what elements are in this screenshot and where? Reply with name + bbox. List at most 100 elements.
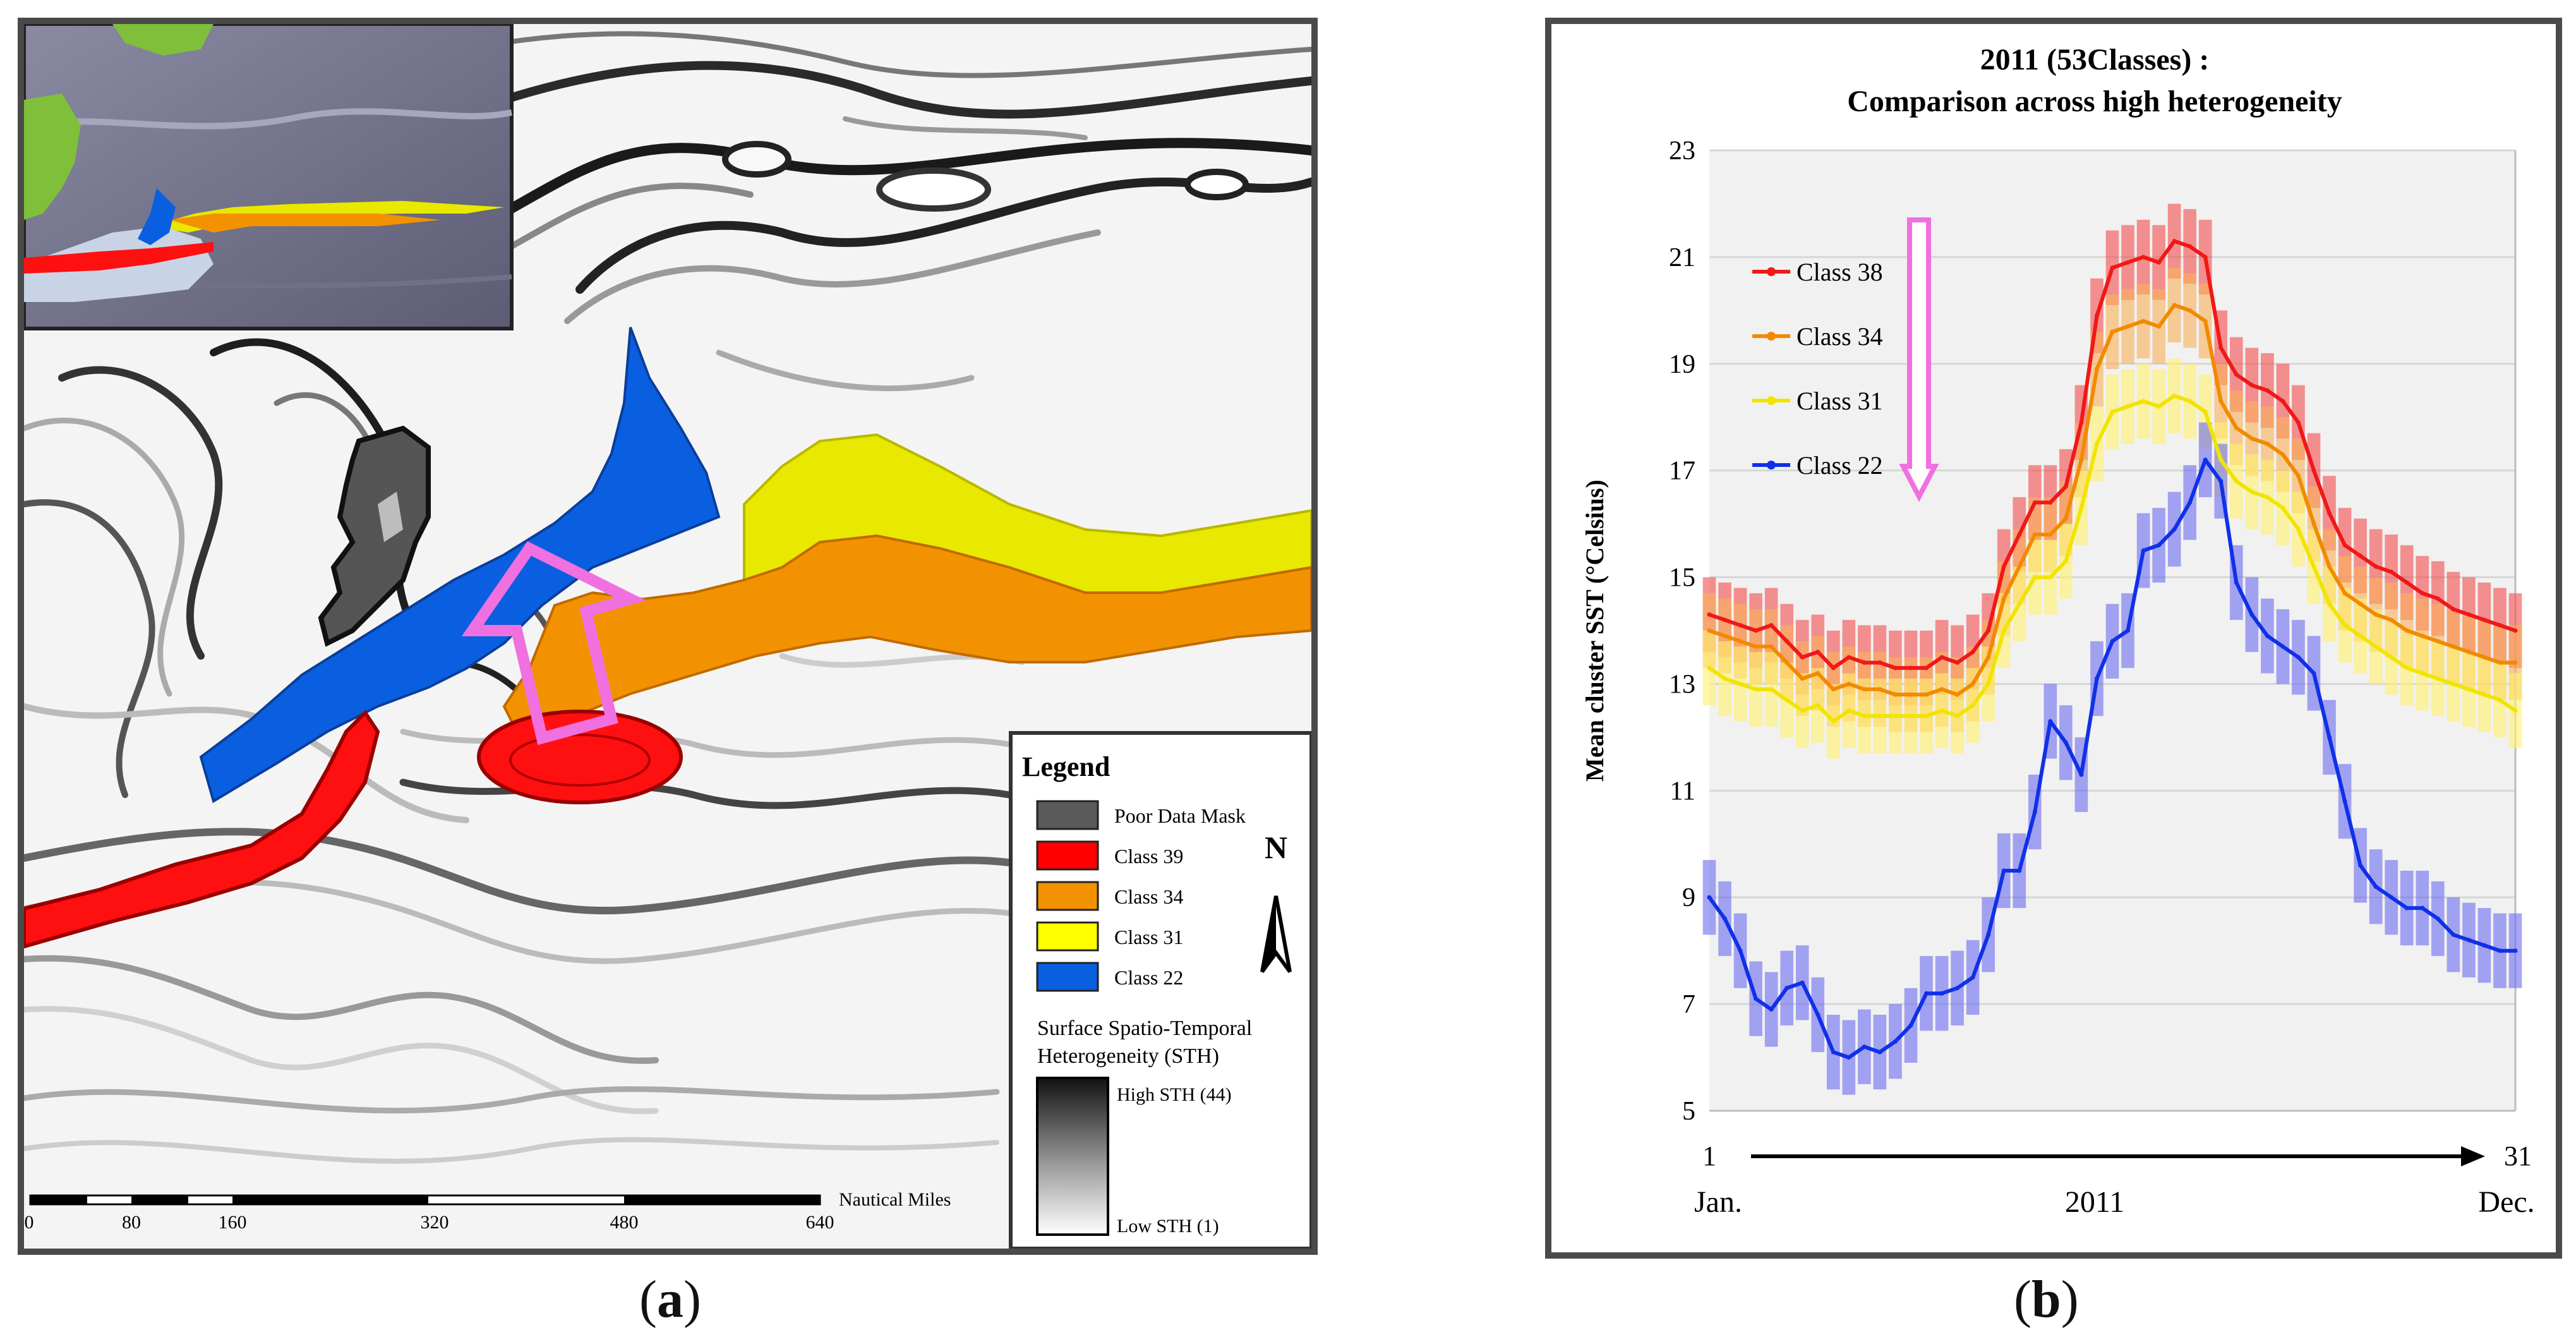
class-22-point-2 <box>1723 916 1728 921</box>
legend-label-class-31: Class 31 <box>1797 387 1883 415</box>
x-end-label: 31 <box>2504 1140 2532 1171</box>
class-38-point-22 <box>2032 500 2037 505</box>
y-tick-19: 19 <box>1669 350 1695 379</box>
class-22-point-21 <box>2017 868 2022 873</box>
class-34-region <box>502 534 1311 734</box>
class-34-point-7 <box>1800 676 1805 681</box>
sth-high-label: High STH (44) <box>1117 1084 1232 1105</box>
class-34-point-53 <box>2513 660 2518 665</box>
class-34-point-48 <box>2435 639 2440 644</box>
class-34-point-51 <box>2482 655 2487 660</box>
chart-panel: 2011 (53Classes) : Comparison across hig… <box>1545 18 2562 1259</box>
sth-title-1: Surface Spatio-Temporal <box>1037 1017 1252 1040</box>
class-38-point-24 <box>2063 484 2068 489</box>
legend-label-class-22: Class 22 <box>1797 451 1883 480</box>
class-31-point-27 <box>2110 409 2115 414</box>
class-31-point-35 <box>2234 479 2239 484</box>
class-34-point-44 <box>2373 612 2378 617</box>
class-38-point-33 <box>2203 255 2208 260</box>
panel-a-label: (a) <box>639 1270 701 1329</box>
class-22-point-47 <box>2420 905 2425 910</box>
class-38-point-40 <box>2311 468 2316 473</box>
legend-label-class-34: Class 34 <box>1797 322 1883 351</box>
legend-swatch-1 <box>1036 840 1099 871</box>
scale-tick-640: 640 <box>806 1212 834 1233</box>
y-tick-17: 17 <box>1669 457 1695 486</box>
class-34-point-32 <box>2188 308 2193 313</box>
class-38-point-35 <box>2234 372 2239 377</box>
class-34-point-35 <box>2234 425 2239 430</box>
class-31-point-53 <box>2513 708 2518 713</box>
class-38-point-13 <box>1893 665 1898 670</box>
scale-bar: 0 80 160 320 480 640 Nautical Miles <box>25 1189 951 1233</box>
class-34-point-49 <box>2451 644 2456 649</box>
class-38-point-53 <box>2513 628 2518 633</box>
x-center-label: 2011 <box>2065 1185 2124 1219</box>
class-38-point-31 <box>2172 239 2177 244</box>
class-31-point-21 <box>2017 602 2022 607</box>
class-31-point-23 <box>2048 575 2053 580</box>
class-22-point-14 <box>1908 1023 1913 1028</box>
sth-gradient-swatch <box>1036 1077 1109 1236</box>
class-34-point-40 <box>2311 521 2316 526</box>
class-38-point-36 <box>2249 383 2254 388</box>
class-22-point-53 <box>2513 948 2518 953</box>
class-38-point-5 <box>1769 623 1774 628</box>
class-22-point-34 <box>2218 479 2224 484</box>
class-31-point-2 <box>1723 676 1728 681</box>
class-34-point-20 <box>2001 596 2006 601</box>
class-34-point-41 <box>2327 564 2332 569</box>
class-22-markers <box>1707 457 2518 1060</box>
x-right-label: Dec. <box>2478 1185 2534 1219</box>
class-31-point-28 <box>2126 404 2131 409</box>
scale-tick-80: 80 <box>122 1212 141 1233</box>
class-34-point-46 <box>2404 628 2409 633</box>
class-38-point-18 <box>1970 650 1975 655</box>
y-tick-9: 9 <box>1682 883 1695 912</box>
class-38-point-37 <box>2265 388 2270 393</box>
class-31-point-9 <box>1831 719 1836 724</box>
inset-class-31 <box>150 201 504 233</box>
class-38-point-8 <box>1815 650 1821 655</box>
class-22-point-51 <box>2482 943 2487 948</box>
class-38-point-7 <box>1800 655 1805 660</box>
class-31-point-36 <box>2249 489 2254 494</box>
class-31-point-44 <box>2373 644 2378 649</box>
class-38-point-12 <box>1877 660 1882 665</box>
class-34-point-43 <box>2358 602 2363 607</box>
class-34-point-50 <box>2466 650 2471 655</box>
class-34-point-22 <box>2032 532 2037 537</box>
class-34-point-34 <box>2218 399 2224 404</box>
magenta-arrow <box>461 541 646 746</box>
class-22-point-44 <box>2373 884 2378 889</box>
legend-marker-class-22 <box>1767 461 1776 469</box>
class-34-point-27 <box>2110 329 2115 334</box>
class-22-point-22 <box>2032 809 2037 814</box>
class-38-point-42 <box>2342 543 2347 548</box>
class-34-point-12 <box>1877 687 1882 692</box>
class-34-point-11 <box>1862 687 1867 692</box>
chart-title: 2011 (53Classes) : <box>1980 43 2210 76</box>
class-34-point-37 <box>2265 441 2270 446</box>
class-31-point-5 <box>1769 687 1774 692</box>
class-38-point-21 <box>2017 532 2022 537</box>
class-38-point-14 <box>1908 665 1913 670</box>
class-38-markers <box>1707 239 2518 670</box>
class-34-point-18 <box>1970 681 1975 686</box>
class-34-point-45 <box>2389 617 2394 622</box>
legend-title: Legend <box>1022 751 1110 782</box>
class-22-point-25 <box>2079 772 2084 777</box>
scale-unit: Nautical Miles <box>839 1189 951 1210</box>
class-31-point-7 <box>1800 708 1805 713</box>
class-31-point-39 <box>2296 527 2301 532</box>
class-34-point-23 <box>2048 532 2053 537</box>
class-38-point-10 <box>1846 655 1851 660</box>
class-22-point-32 <box>2188 500 2193 505</box>
y-tick-11: 11 <box>1670 777 1695 806</box>
legend: Legend Poor Data Mask Class 39 Class 34 Cla… <box>1009 731 1311 1249</box>
map-panel: 0 80 160 320 480 640 Nautical Miles Lege… <box>18 18 1318 1255</box>
class-22-point-9 <box>1831 1050 1836 1055</box>
class-22-point-27 <box>2110 639 2115 644</box>
class-38-point-30 <box>2157 260 2162 265</box>
class-31-point-24 <box>2063 559 2068 564</box>
